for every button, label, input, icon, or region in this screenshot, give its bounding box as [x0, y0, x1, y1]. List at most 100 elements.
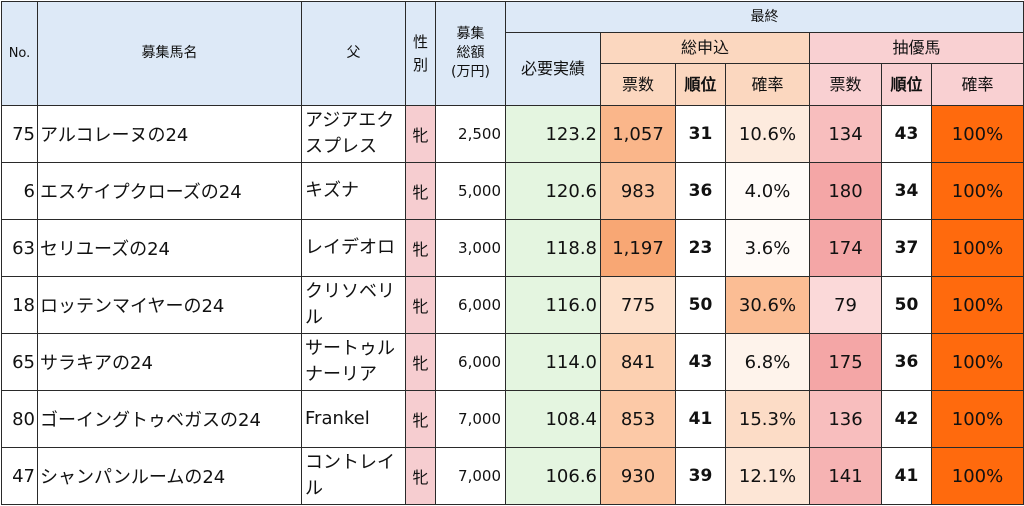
- row-father: コントレイル: [301, 447, 406, 505]
- row-horse-name: サラキアの24: [37, 333, 302, 391]
- row-amount: 3,000: [435, 219, 506, 277]
- row-sou-votes: 775: [600, 276, 676, 334]
- row-sou-rank: 36: [675, 162, 726, 220]
- row-sex: 牝: [405, 276, 436, 334]
- row-sou-prob: 4.0%: [725, 162, 810, 220]
- row-sou-rank: 50: [675, 276, 726, 334]
- table-row: 6 エスケイプクローズの24 キズナ 牝 5,000 120.6 983 36 …: [1, 162, 1024, 220]
- row-sou-votes: 853: [600, 390, 676, 448]
- table-header: No. 募集馬名 父 性別 募集 総額 (万円) 最終 必要実績 総申込 抽優馬 票…: [1, 1, 1024, 106]
- header-required: 必要実績: [505, 32, 601, 106]
- row-chu-votes: 180: [809, 162, 882, 220]
- row-chu-prob: 100%: [930, 447, 1024, 505]
- row-father: Frankel: [301, 390, 406, 448]
- row-sou-prob: 12.1%: [725, 447, 810, 505]
- row-required: 118.8: [505, 219, 601, 277]
- table-body: 75 アルコレーヌの24 アジアエクスプレス 牝 2,500 123.2 1,0…: [1, 105, 1024, 505]
- row-chu-votes: 134: [809, 105, 882, 163]
- table-row: 63 セリユーズの24 レイデオロ 牝 3,000 118.8 1,197 23…: [1, 219, 1024, 277]
- row-chu-prob: 100%: [930, 276, 1024, 334]
- row-chu-prob: 100%: [930, 162, 1024, 220]
- row-amount: 6,000: [435, 333, 506, 391]
- row-father: アジアエクスプレス: [301, 105, 406, 163]
- header-amount-unit: (万円): [451, 63, 490, 80]
- row-chu-votes: 174: [809, 219, 882, 277]
- header-amount-line1: 募集: [456, 26, 485, 43]
- row-sex: 牝: [405, 333, 436, 391]
- row-amount: 6,000: [435, 276, 506, 334]
- row-horse-name: ゴーイングトゥベガスの24: [37, 390, 302, 448]
- header-chu-votes: 票数: [809, 63, 882, 106]
- row-chu-prob: 100%: [930, 390, 1024, 448]
- row-sex: 牝: [405, 447, 436, 505]
- row-sou-votes: 841: [600, 333, 676, 391]
- header-sou-votes: 票数: [600, 63, 676, 106]
- header-no: No.: [1, 1, 38, 106]
- row-father: サートゥルナーリア: [301, 333, 406, 391]
- row-horse-name: シャンパンルームの24: [37, 447, 302, 505]
- row-chu-rank: 50: [881, 276, 932, 334]
- row-sex: 牝: [405, 390, 436, 448]
- header-father: 父: [301, 1, 406, 106]
- header-sex: 性別: [405, 1, 436, 106]
- row-chu-rank: 42: [881, 390, 932, 448]
- row-sou-rank: 39: [675, 447, 726, 505]
- row-sou-rank: 41: [675, 390, 726, 448]
- row-sou-rank: 43: [675, 333, 726, 391]
- row-chu-rank: 36: [881, 333, 932, 391]
- row-chu-rank: 41: [881, 447, 932, 505]
- row-sou-rank: 31: [675, 105, 726, 163]
- row-no: 63: [1, 219, 38, 277]
- row-sou-prob: 6.8%: [725, 333, 810, 391]
- row-required: 120.6: [505, 162, 601, 220]
- table-row: 65 サラキアの24 サートゥルナーリア 牝 6,000 114.0 841 4…: [1, 333, 1024, 391]
- row-no: 80: [1, 390, 38, 448]
- row-required: 108.4: [505, 390, 601, 448]
- header-chu-rank: 順位: [881, 63, 932, 106]
- row-sex: 牝: [405, 162, 436, 220]
- table-row: 47 シャンパンルームの24 コントレイル 牝 7,000 106.6 930 …: [1, 447, 1024, 505]
- row-horse-name: アルコレーヌの24: [37, 105, 302, 163]
- header-chuyu: 抽優馬: [808, 32, 1024, 64]
- row-no: 18: [1, 276, 38, 334]
- row-required: 116.0: [505, 276, 601, 334]
- row-required: 114.0: [505, 333, 601, 391]
- row-amount: 2,500: [435, 105, 506, 163]
- row-father: クリソベリル: [301, 276, 406, 334]
- row-amount: 5,000: [435, 162, 506, 220]
- row-sex: 牝: [405, 219, 436, 277]
- row-required: 106.6: [505, 447, 601, 505]
- row-amount: 7,000: [435, 390, 506, 448]
- row-chu-votes: 141: [809, 447, 882, 505]
- row-no: 6: [1, 162, 38, 220]
- row-no: 75: [1, 105, 38, 163]
- row-sou-prob: 10.6%: [725, 105, 810, 163]
- header-sex-line1: 性: [412, 33, 428, 51]
- row-chu-prob: 100%: [930, 219, 1024, 277]
- row-sou-votes: 1,057: [600, 105, 676, 163]
- table-row: 80 ゴーイングトゥベガスの24 Frankel 牝 7,000 108.4 8…: [1, 390, 1024, 448]
- header-amount: 募集 総額 (万円): [435, 1, 506, 106]
- row-sou-prob: 30.6%: [725, 276, 810, 334]
- row-chu-votes: 136: [809, 390, 882, 448]
- table-row: 75 アルコレーヌの24 アジアエクスプレス 牝 2,500 123.2 1,0…: [1, 105, 1024, 163]
- row-father: キズナ: [301, 162, 406, 220]
- row-chu-prob: 100%: [930, 333, 1024, 391]
- header-sex-line2: 別: [412, 55, 428, 74]
- row-chu-rank: 43: [881, 105, 932, 163]
- row-chu-votes: 79: [809, 276, 882, 334]
- row-sou-votes: 983: [600, 162, 676, 220]
- header-horse-name: 募集馬名: [37, 1, 302, 106]
- row-sou-rank: 23: [675, 219, 726, 277]
- row-horse-name: ロッテンマイヤーの24: [37, 276, 302, 334]
- header-final: 最終: [504, 1, 1024, 33]
- row-sou-votes: 1,197: [600, 219, 676, 277]
- row-horse-name: エスケイプクローズの24: [37, 162, 302, 220]
- row-chu-rank: 37: [881, 219, 932, 277]
- header-sou-rank: 順位: [675, 63, 726, 106]
- row-amount: 7,000: [435, 447, 506, 505]
- row-no: 47: [1, 447, 38, 505]
- row-father: レイデオロ: [301, 219, 406, 277]
- header-sou-moushikomi: 総申込: [600, 32, 810, 64]
